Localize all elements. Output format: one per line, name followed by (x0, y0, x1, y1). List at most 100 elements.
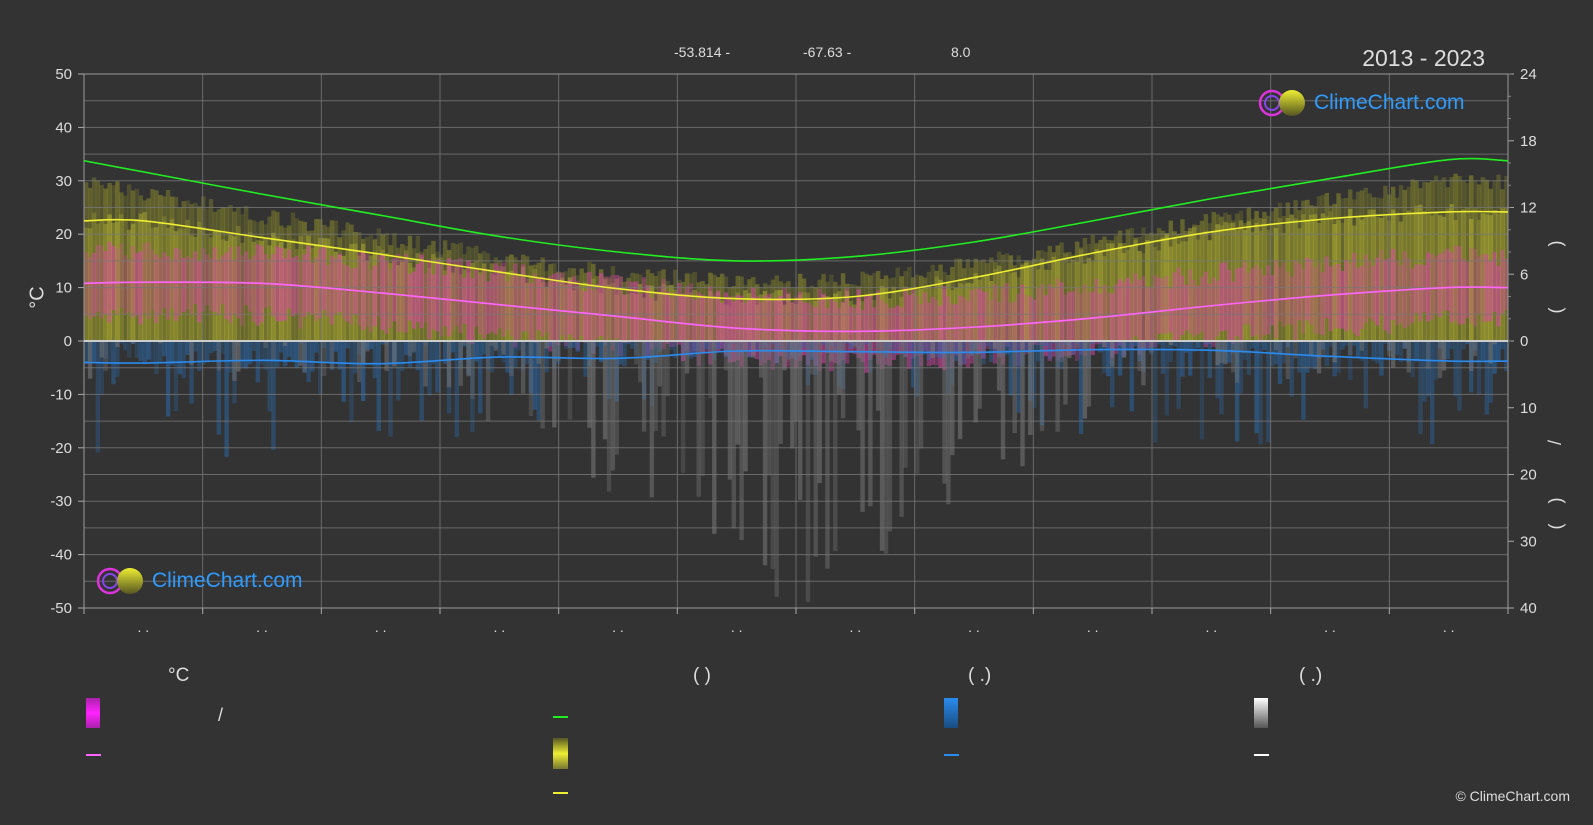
daylight-band (911, 277, 916, 341)
sunshine-band (1152, 247, 1158, 341)
daylight-band (360, 238, 366, 341)
daylight-band (1180, 219, 1185, 341)
precipitation-band (458, 341, 463, 369)
precipitation-band (1207, 341, 1212, 378)
snow-band (302, 341, 307, 373)
sunshine-band (559, 277, 565, 341)
daylight-band (1098, 239, 1103, 341)
sunshine-band (392, 261, 397, 341)
snow-band (797, 341, 803, 500)
daylight-band (610, 265, 616, 341)
precipitation-band (891, 341, 896, 356)
snow-band (649, 341, 655, 498)
daylight-band (1457, 175, 1462, 341)
y-left-tick-label: 20 (55, 226, 72, 243)
daylight-band (922, 277, 928, 341)
y-right-top-tick-label: 12 (1520, 200, 1537, 217)
precipitation-band (1160, 341, 1166, 374)
precipitation-band (1371, 341, 1376, 361)
sunshine-band (1429, 215, 1435, 341)
precipitation-band (634, 341, 639, 356)
temperature-band (1055, 278, 1060, 361)
daylight-band (766, 284, 772, 341)
temperature-band (716, 290, 721, 351)
precipitation-band (942, 341, 947, 358)
sunshine-band (661, 283, 666, 341)
precipitation-band (805, 341, 811, 385)
precipitation-band (1484, 341, 1489, 415)
precipitation-band (626, 341, 631, 345)
logo-text: ClimeChart.com (1314, 91, 1465, 114)
daylight-band (1063, 252, 1068, 341)
sunshine-band (1465, 207, 1470, 341)
sunshine-band (146, 221, 151, 341)
temperature-band (1086, 291, 1092, 342)
snow-band (1468, 341, 1474, 371)
sunshine-band (1051, 256, 1056, 341)
daylight-band (294, 218, 300, 341)
temperature-band (1344, 259, 1349, 331)
precipitation-band (1262, 341, 1267, 351)
sunshine-band (478, 272, 483, 341)
temperature-band (341, 263, 346, 319)
temperature-band (1281, 262, 1287, 327)
daylight-band (1371, 197, 1376, 341)
daylight-band (1094, 243, 1099, 341)
precipitation-band (470, 341, 475, 433)
precipitation-band (407, 341, 413, 369)
temperature-band (993, 284, 998, 364)
daylight-band (1301, 200, 1306, 341)
precipitation-band (1348, 341, 1353, 381)
daylight-band (903, 270, 908, 341)
temperature-band (1215, 280, 1220, 337)
snow-band (665, 341, 670, 397)
snow-band (957, 341, 963, 440)
period-label: 2013 - 2023 (1362, 45, 1485, 71)
temperature-band (598, 273, 604, 336)
snow-band (1390, 341, 1396, 368)
daylight-band (1246, 207, 1252, 341)
temperature-band (243, 251, 249, 306)
daylight-band (524, 256, 530, 341)
sunshine-band (1332, 223, 1337, 341)
temperature-band (567, 279, 573, 335)
precipitation-band (563, 341, 569, 349)
temperature-band (388, 269, 393, 328)
daylight-band (1055, 245, 1060, 341)
snow-band (727, 341, 733, 480)
daylight-band (1453, 173, 1458, 341)
temperature-band (146, 242, 151, 320)
precipitation-band (1375, 341, 1380, 364)
temperature-band (1426, 252, 1431, 322)
precipitation-band (598, 341, 604, 363)
snow-band (552, 341, 557, 428)
sunshine-band (610, 282, 616, 341)
temperature-band (349, 268, 354, 325)
snow-band (567, 341, 573, 420)
daylight-band (384, 232, 389, 341)
temperature-band (743, 302, 748, 351)
daylight-band (146, 198, 151, 341)
snow-band (602, 341, 608, 440)
temperature-band (548, 275, 553, 352)
temperature-band (497, 265, 502, 329)
temperature-band (836, 307, 842, 365)
precipitation-band (669, 341, 674, 351)
daylight-band (1285, 202, 1291, 341)
daylight-band (255, 222, 261, 341)
x-tick-label: . . (1205, 619, 1217, 635)
precipitation-band (692, 341, 698, 357)
temperature-band (1012, 301, 1017, 351)
snow-band (661, 341, 666, 437)
daylight-band (1277, 202, 1283, 341)
precipitation-band (1164, 341, 1170, 416)
sunshine-band (1141, 253, 1146, 341)
precipitation-band (103, 341, 108, 359)
sunshine-band (286, 241, 292, 341)
precipitation-band (1113, 341, 1119, 348)
sunshine-band (520, 266, 526, 341)
sunshine-band (618, 290, 623, 341)
daylight-band (606, 277, 612, 341)
temperature-band (1047, 284, 1053, 361)
precipitation-band (431, 341, 436, 365)
